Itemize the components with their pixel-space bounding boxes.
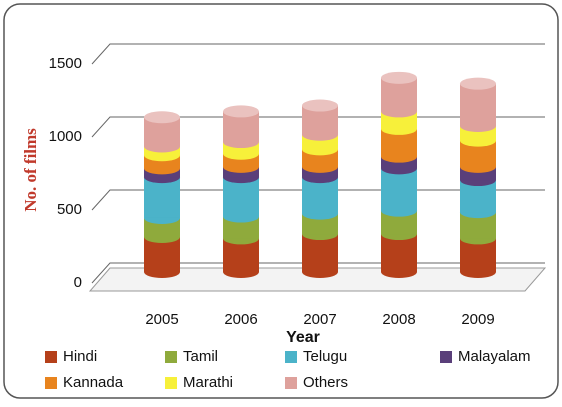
floor [88,267,547,292]
y-tick-label: 500 [57,201,82,218]
x-tick-label: 2008 [382,311,415,328]
bar-segment [302,234,338,272]
legend-label: Kannada [63,374,124,391]
x-tick-label: 2009 [461,311,494,328]
x-axis-label: Year [286,329,320,346]
legend-swatch [45,351,57,363]
grid-line [91,43,545,65]
bar-segment [223,216,259,239]
legend-label: Marathi [183,374,233,391]
legend-swatch [285,351,297,363]
y-tick-label: 1500 [49,55,82,72]
y-tick-label: 1000 [49,128,82,145]
y-tick-label: 0 [74,274,82,291]
x-tick-label: 2005 [145,311,178,328]
bar-top [144,111,180,124]
bar-segment [144,177,180,218]
legend-swatch [285,377,297,389]
legend-swatch [165,351,177,363]
y-axis-label: No. of films [21,128,40,212]
bar-segment [223,177,259,217]
legend-swatch [45,377,57,389]
bar-top [460,77,496,90]
bar-segment [381,168,417,211]
bar-top [302,99,338,112]
bar-segment [381,234,417,272]
legend-label: Telugu [303,348,347,365]
frame [3,3,559,399]
legend-swatch [165,377,177,389]
bar-segment [381,210,417,235]
bar-segment [302,177,338,214]
bar-top [381,71,417,84]
bar-segment [460,83,496,126]
legend-label: Malayalam [458,348,531,365]
bar-top [223,105,259,118]
legend-label: Hindi [63,348,97,365]
legend-label: Others [303,374,348,391]
legend-label: Tamil [183,348,218,365]
x-tick-label: 2006 [224,311,257,328]
x-tick-label: 2007 [303,311,336,328]
legend-swatch [440,351,452,363]
